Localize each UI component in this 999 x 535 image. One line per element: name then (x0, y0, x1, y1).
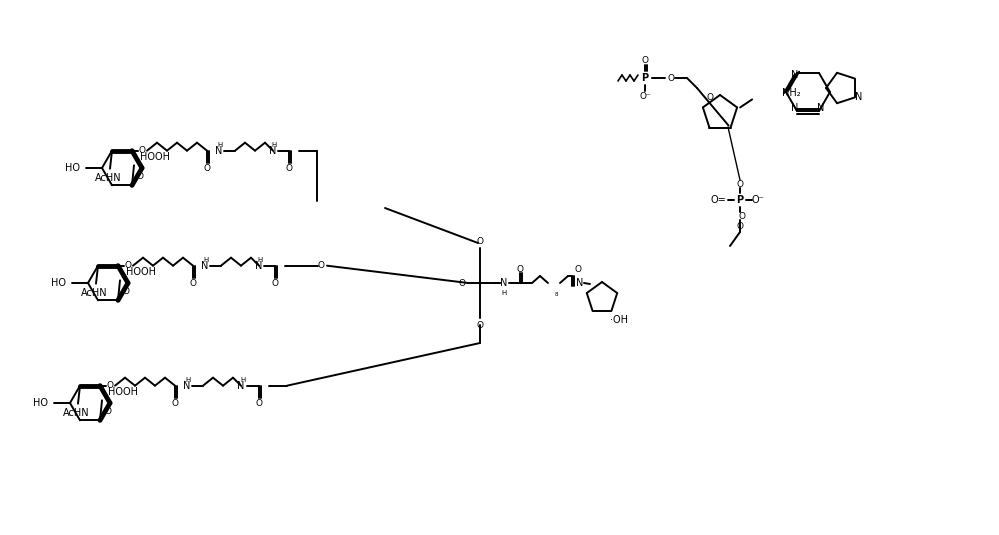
Text: N: N (791, 70, 798, 80)
Text: O: O (272, 279, 279, 288)
Text: O: O (641, 56, 648, 65)
Text: ₈: ₈ (554, 288, 557, 297)
Text: O⁻: O⁻ (639, 91, 651, 101)
Text: N: N (576, 278, 583, 288)
Text: O: O (107, 381, 114, 390)
Text: O=: O= (710, 195, 726, 205)
Text: O: O (105, 407, 112, 416)
Text: O: O (172, 399, 179, 408)
Text: O: O (477, 320, 484, 330)
Text: O: O (574, 264, 581, 273)
Text: HOOH: HOOH (108, 387, 138, 398)
Text: N: N (855, 93, 862, 102)
Text: O: O (736, 221, 743, 231)
Text: AcHN: AcHN (81, 288, 107, 297)
Text: N: N (216, 146, 223, 156)
Text: P: P (736, 195, 743, 205)
Text: O: O (190, 279, 197, 288)
Text: HO: HO (33, 398, 48, 408)
Text: H: H (218, 142, 223, 148)
Text: H: H (241, 377, 246, 383)
Text: N: N (238, 381, 245, 391)
Text: O: O (256, 399, 263, 408)
Text: NH₂: NH₂ (781, 88, 800, 98)
Text: H: H (186, 377, 191, 383)
Text: O: O (477, 236, 484, 246)
Text: AcHN: AcHN (63, 408, 89, 418)
Text: AcHN: AcHN (95, 173, 121, 182)
Text: O: O (286, 164, 293, 173)
Text: HOOH: HOOH (140, 152, 170, 162)
Text: O: O (667, 73, 674, 82)
Text: O: O (139, 146, 146, 155)
Text: HOOH: HOOH (126, 268, 156, 277)
Text: N: N (791, 103, 798, 113)
Text: N: N (817, 103, 825, 113)
Text: H: H (501, 290, 506, 296)
Text: N: N (256, 261, 263, 271)
Text: O: O (125, 261, 132, 270)
Text: N: N (183, 381, 191, 391)
Text: H: H (204, 257, 209, 263)
Text: P: P (641, 73, 648, 83)
Text: HO: HO (51, 278, 66, 288)
Text: O: O (738, 211, 745, 220)
Text: N: N (270, 146, 277, 156)
Text: O: O (516, 264, 523, 273)
Text: N: N (500, 278, 507, 288)
Text: O: O (459, 279, 466, 287)
Text: H: H (272, 142, 277, 148)
Text: O: O (318, 261, 325, 270)
Text: HO: HO (65, 163, 80, 173)
Text: N: N (202, 261, 209, 271)
Text: O⁻: O⁻ (751, 195, 764, 205)
Text: O: O (123, 287, 130, 296)
Text: O: O (706, 93, 713, 102)
Text: O: O (204, 164, 211, 173)
Text: H: H (258, 257, 263, 263)
Text: ·OH: ·OH (610, 315, 628, 325)
Text: O: O (137, 172, 144, 181)
Text: O: O (736, 180, 743, 188)
